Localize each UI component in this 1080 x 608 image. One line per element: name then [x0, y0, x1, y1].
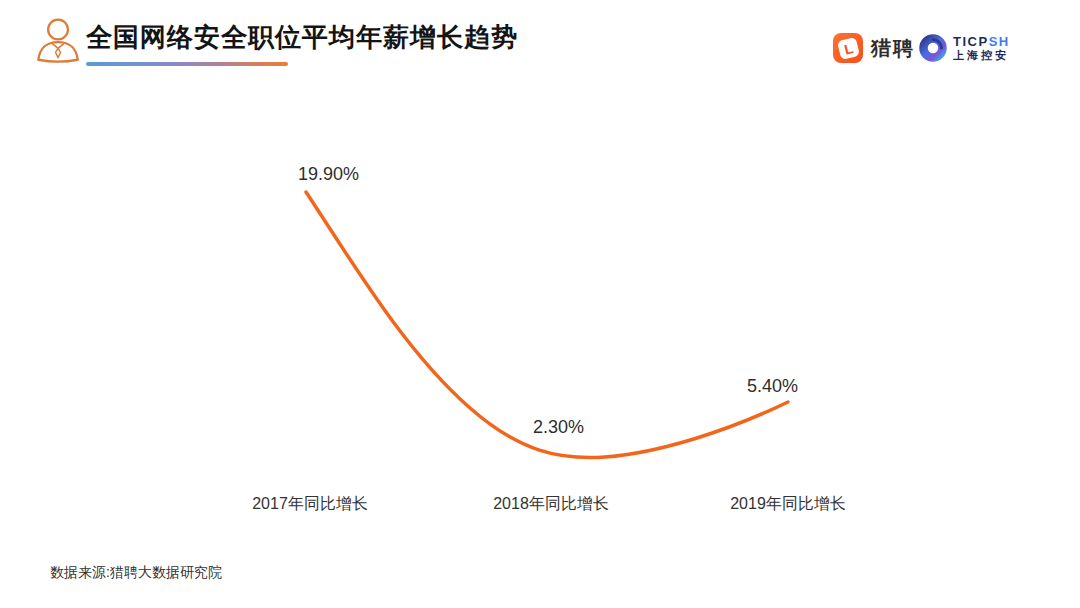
data-label-2019: 5.40%: [747, 376, 798, 397]
x-axis-label-2018: 2018年同比增长: [493, 494, 609, 515]
line-chart: [0, 0, 1080, 608]
data-label-2017: 19.90%: [298, 164, 359, 185]
data-source-text: 数据来源:猎聘大数据研究院: [50, 564, 222, 582]
x-axis-label-2017: 2017年同比增长: [252, 494, 368, 515]
x-axis-label-2019: 2019年同比增长: [730, 494, 846, 515]
infographic-page: 全国网络安全职位平均年薪增长趋势 L 猎聘 TICPSH 上: [0, 0, 1080, 608]
data-label-2018: 2.30%: [533, 417, 584, 438]
